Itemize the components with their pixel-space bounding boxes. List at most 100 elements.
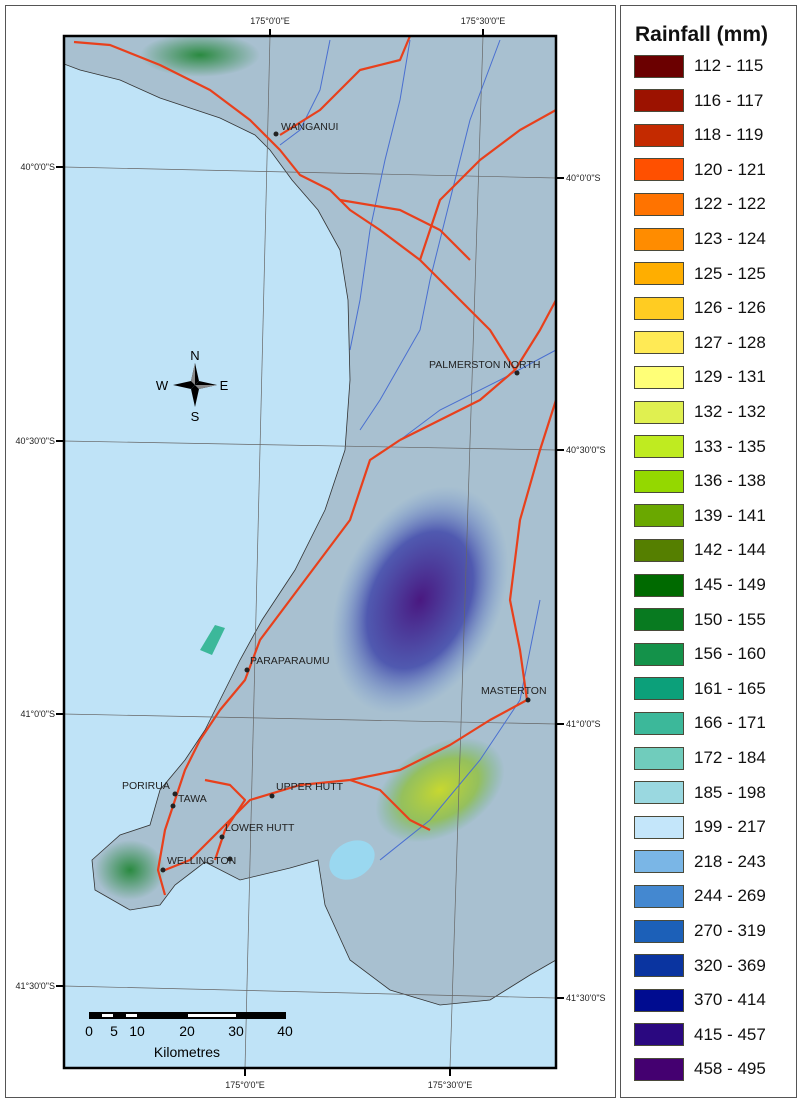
legend-item: 125 - 125 [634,261,766,287]
legend-swatch [634,158,684,182]
legend-swatch [634,746,684,770]
legend-item: 150 - 155 [634,607,766,633]
legend-swatch [634,296,684,320]
legend-swatch [634,677,684,701]
lat-label-left: 41°0'0"S [20,709,55,719]
high-rainfall-zone [331,486,509,714]
legend-label: 370 - 414 [694,990,766,1010]
legend-label: 136 - 138 [694,471,766,491]
north-arrow-icon [173,363,217,407]
legend-item: 120 - 121 [634,157,766,183]
legend-swatch [634,89,684,113]
legend-item: 166 - 171 [634,710,766,736]
city-upper-hutt[interactable]: UPPER HUTT [276,781,344,793]
compass-w: W [156,378,169,393]
legend-swatch [634,123,684,147]
legend-swatch [634,919,684,943]
city-wellington[interactable]: WELLINGTON [167,855,236,867]
lat-label-left: 40°0'0"S [20,162,55,172]
legend-swatch [634,54,684,78]
roads[interactable] [73,36,556,896]
legend-label: 415 - 457 [694,1024,766,1044]
legend-label: 132 - 132 [694,402,766,421]
lat-label-left: 41°30'0"S [15,981,55,991]
legend-swatch [634,1057,684,1081]
legend-item: 244 - 269 [634,883,766,909]
svg-text:0: 0 [85,1023,93,1039]
city-palmerston-north[interactable]: PALMERSTON NORTH [429,359,540,371]
city-wanganui[interactable]: WANGANUI [281,121,338,133]
legend-swatch [634,469,684,493]
legend-swatch [634,435,684,459]
svg-text:30: 30 [228,1023,244,1039]
legend-item: 129 - 131 [634,364,766,390]
legend-item: 172 - 184 [634,745,766,771]
legend-item: 118 - 119 [634,122,763,148]
legend-swatch [634,815,684,839]
legend-item: 270 - 319 [634,918,766,944]
legend-item: 132 - 132 [634,399,766,425]
legend-label: 120 - 121 [694,159,766,179]
city-lower-hutt[interactable]: LOWER HUTT [225,822,295,834]
lat-label-right: 40°30'0"S [566,445,606,455]
legend-item: 199 - 217 [634,814,766,840]
svg-text:5: 5 [110,1023,118,1039]
legend-swatch [634,850,684,874]
city-masterton[interactable]: MASTERTON [481,685,547,697]
legend-swatch [634,262,684,286]
city-tawa[interactable]: TAWA [178,793,207,805]
legend-label: 126 - 126 [694,298,766,318]
legend-item: 133 - 135 [634,434,766,460]
legend-swatch [634,573,684,597]
legend-label: 127 - 128 [694,332,766,352]
svg-text:10: 10 [129,1023,145,1039]
legend-item: 218 - 243 [634,849,766,875]
legend-item: 116 - 117 [634,88,763,114]
legend-label: 123 - 124 [694,229,766,248]
lon-label-bottom: 175°30'0"E [428,1080,473,1090]
lat-label-right: 41°0'0"S [566,719,601,729]
legend-label: 145 - 149 [694,575,766,594]
green-zone [95,840,165,900]
compass-e: E [220,378,229,393]
legend-label: 133 - 135 [694,436,766,456]
legend-item: 161 - 165 [634,676,766,702]
lat-label-right: 40°0'0"S [566,173,601,183]
legend-label: 458 - 495 [694,1059,766,1079]
lat-label-right: 41°30'0"S [566,993,606,1003]
legend-label: 172 - 184 [694,748,766,767]
legend-swatch [634,227,684,251]
legend-label: 270 - 319 [694,921,766,940]
lat-label-left: 40°30'0"S [15,436,55,446]
legend-swatch [634,331,684,355]
city-paraparaumu[interactable]: PARAPARAUMU [250,655,330,667]
legend-label: 218 - 243 [694,851,766,871]
legend-item: 123 - 124 [634,226,766,252]
legend-label: 139 - 141 [694,505,766,525]
legend-label: 125 - 125 [694,263,766,283]
legend-swatch [634,400,684,424]
rivers [279,39,556,861]
rainfall-map[interactable]: 175°0'0"E 175°30'0"E 175°0'0"E 175°30'0"… [0,0,620,1105]
legend-item: 122 - 122 [634,191,766,217]
legend-label: 129 - 131 [694,367,766,387]
kapiti-island [200,625,225,655]
legend-item: 320 - 369 [634,953,766,979]
legend-item: 156 - 160 [634,641,766,667]
legend-label: 156 - 160 [694,644,766,664]
legend-swatch [634,884,684,908]
legend-item: 136 - 138 [634,468,766,494]
legend-label: 320 - 369 [694,955,766,975]
scale-units: Kilometres [154,1044,220,1060]
legend-swatch [634,608,684,632]
legend-swatch [634,711,684,735]
city-porirua[interactable]: PORIRUA [122,780,170,792]
legend-swatch [634,504,684,528]
legend-item: 126 - 126 [634,295,766,321]
legend-label: 142 - 144 [694,540,766,560]
green-zone [140,36,260,77]
legend-item: 139 - 141 [634,503,766,529]
map-frame [5,5,616,1098]
legend-label: 161 - 165 [694,678,766,698]
legend-item: 112 - 115 [634,53,763,79]
